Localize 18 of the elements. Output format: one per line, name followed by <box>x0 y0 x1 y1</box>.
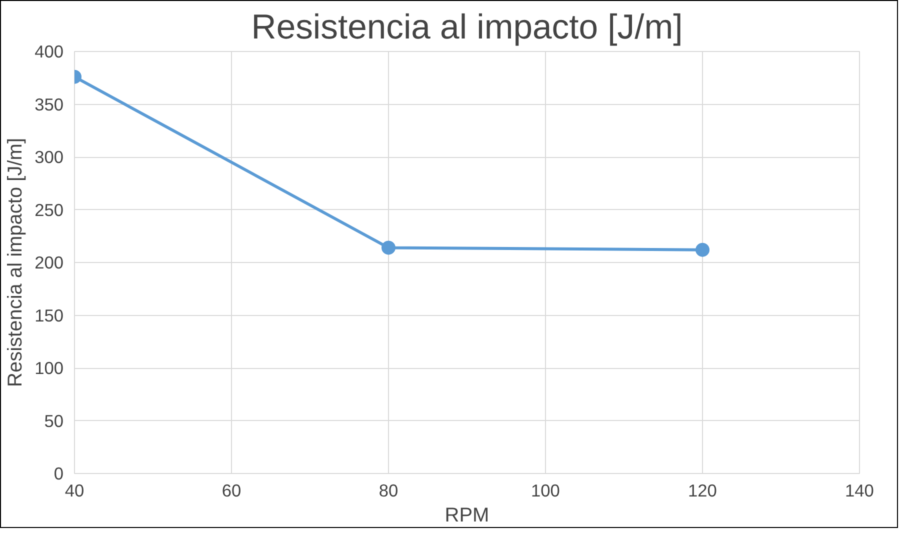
y-tick-label: 350 <box>34 94 64 114</box>
x-tick-label: 40 <box>64 480 84 500</box>
y-tick-label: 250 <box>34 200 64 220</box>
x-tick-label: 60 <box>222 480 242 500</box>
y-tick-label: 400 <box>34 42 64 62</box>
x-tick-label: 100 <box>531 480 560 500</box>
x-axis-title: RPM <box>444 504 490 526</box>
y-tick-label: 0 <box>54 464 64 484</box>
y-tick-label: 50 <box>44 410 64 431</box>
y-tick-label: 300 <box>34 147 64 167</box>
y-tick-label: 100 <box>34 358 64 378</box>
x-tick-label: 140 <box>845 480 874 500</box>
x-tick-label: 120 <box>688 480 717 500</box>
x-tick-label: 80 <box>378 480 398 500</box>
y-tick-label: 150 <box>34 305 64 326</box>
y-axis-title: Resistencia al impacto [J/m] <box>4 138 27 387</box>
chart-title: Resistencia al impacto [J/m] <box>251 8 683 46</box>
y-tick-label: 200 <box>34 252 64 272</box>
